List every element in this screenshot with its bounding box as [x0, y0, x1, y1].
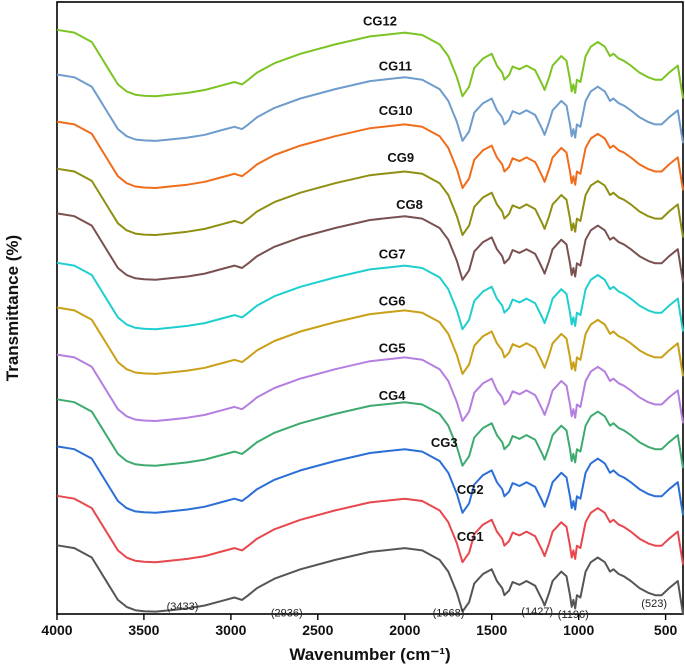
series-label-cg3: CG3 [431, 435, 458, 450]
series-label-cg4: CG4 [379, 388, 407, 403]
series-label-cg6: CG6 [379, 294, 406, 309]
x-tick-label: 3000 [215, 622, 246, 638]
series-layer [56, 28, 684, 615]
series-label-cg1: CG1 [457, 529, 484, 544]
x-tick-label: 3500 [128, 622, 159, 638]
series-label-cg10: CG10 [379, 103, 413, 118]
series-label-cg12: CG12 [363, 14, 397, 29]
peak-annotation: (1427) [521, 606, 553, 618]
y-axis-title: Transmittance (%) [3, 235, 22, 381]
x-tick-label: 2000 [389, 622, 420, 638]
peak-annotation: (1668) [433, 607, 465, 619]
series-line-cg6 [56, 306, 684, 377]
x-axis-title: Wavenumber (cm⁻¹) [289, 645, 450, 664]
series-label-cg9: CG9 [387, 150, 414, 165]
x-tick-label: 4000 [41, 622, 72, 638]
series-line-cg2 [56, 494, 684, 565]
series-line-cg9 [56, 167, 684, 238]
x-tick-label: 1000 [563, 622, 594, 638]
series-line-cg8 [56, 212, 684, 283]
x-tick-label: 500 [654, 622, 678, 638]
peak-annotation: (3433) [167, 601, 199, 613]
series-line-cg12 [56, 28, 684, 99]
series-line-cg7 [56, 261, 684, 332]
series-label-cg11: CG11 [379, 58, 412, 73]
series-line-cg4 [56, 398, 684, 469]
series-line-cg5 [56, 353, 684, 424]
x-tick-label: 1500 [476, 622, 507, 638]
annotation-layer: (3433) (2936) (1668) (1427) (1196) (523) [167, 598, 667, 621]
series-line-cg1 [56, 544, 684, 615]
x-axis-ticks: 4000 3500 3000 2500 2000 1500 1000 500 [41, 614, 677, 638]
x-tick-label: 2500 [302, 622, 333, 638]
series-line-cg3 [56, 445, 684, 516]
series-label-layer: CG1 CG2 CG3 CG4 CG5 CG6 CG7 CG8 CG9 CG10 CG11 CG12 [363, 14, 484, 545]
peak-annotation: (523) [641, 598, 667, 610]
series-label-cg5: CG5 [379, 341, 406, 356]
series-label-cg7: CG7 [379, 247, 406, 262]
peak-annotation: (2936) [271, 607, 303, 619]
series-label-cg2: CG2 [457, 482, 484, 497]
series-line-cg10 [56, 120, 684, 191]
peak-annotation: (1196) [558, 609, 589, 621]
series-label-cg8: CG8 [396, 197, 423, 212]
series-line-cg11 [56, 73, 684, 144]
